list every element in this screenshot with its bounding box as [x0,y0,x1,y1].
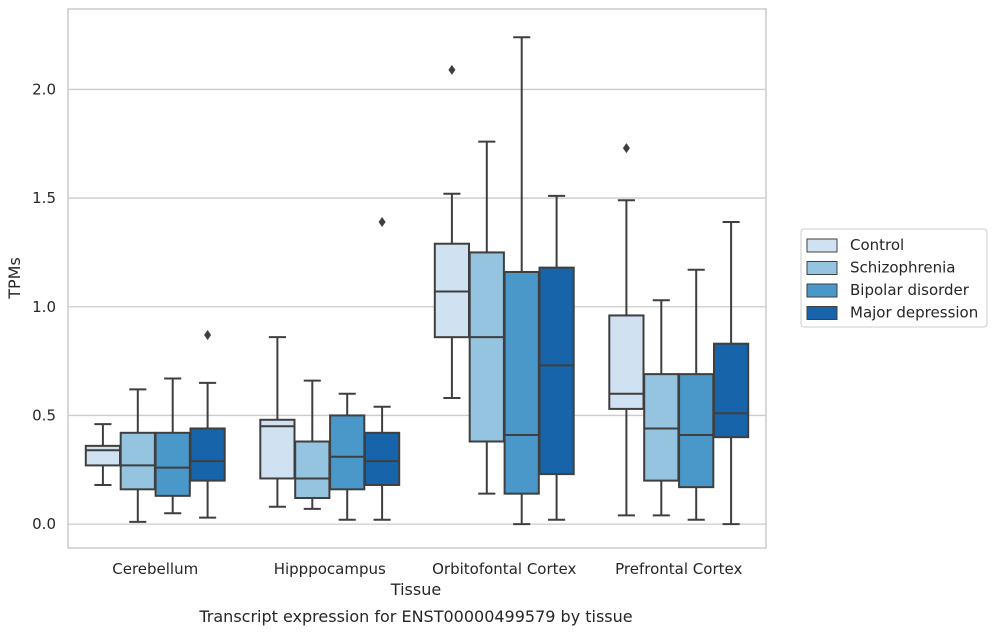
box-body [433,242,471,339]
box-body [503,270,540,495]
x-tick-label: Orbitofontal Cortex [432,560,576,578]
box-body [189,427,226,482]
box-2-0 [433,64,471,400]
box-body [259,418,296,480]
box-3-3 [712,220,750,526]
box-1-3 [363,216,401,521]
legend-label: Schizophrenia [850,259,955,277]
y-tick-label: 0.0 [32,515,56,533]
x-tick-label: Prefrontal Cortex [615,560,742,578]
y-tick-label: 0.5 [32,406,56,424]
box-3-0 [608,143,645,517]
y-tick-labels: 0.0 0.5 1.0 1.5 2.0 [32,80,56,533]
box-1-1 [294,379,331,510]
box-0-0 [84,423,122,486]
box-body [538,266,575,476]
box-body [468,251,505,443]
y-tick-label: 1.0 [32,298,56,316]
box-groups [84,36,750,526]
box-body [119,431,156,491]
box-body [154,431,191,497]
x-axis-title: Tissue [390,580,441,599]
box-body [294,440,331,500]
box-2-3 [538,194,575,521]
box-body [84,444,122,467]
box-0-2 [154,377,191,515]
legend-label: Major depression [850,304,978,322]
x-tick-label: Hipppocampus [274,560,386,578]
plot-frame [67,8,767,549]
outlier-point [378,216,386,227]
outlier-point [622,143,630,154]
box-body [678,373,715,489]
outlier-point [448,64,456,75]
box-2-2 [503,36,540,526]
box-body [363,431,401,486]
legend-frame [800,228,988,328]
y-axis-title: TPMs [5,257,24,300]
legend-swatch [806,306,838,320]
box-3-2 [678,268,715,521]
legend-swatch [806,283,838,298]
y-tick-label: 1.5 [32,189,56,207]
box-1-2 [329,392,366,521]
x-tick-label: Cerebellum [112,560,198,578]
box-3-1 [643,299,680,517]
box-body [643,373,680,482]
legend: Control Schizophrenia Bipolar disorder Majo… [800,228,988,328]
legend-swatch [806,238,838,253]
box-2-1 [468,140,505,495]
box-body [329,414,366,491]
box-1-0 [259,336,296,508]
outlier-point [204,330,212,341]
box-0-3 [189,330,226,519]
legend-label: Control [850,236,904,254]
legend-label: Bipolar disorder [850,281,970,299]
box-body [712,342,750,439]
legend-swatch [806,261,838,275]
chart-caption: Transcript expression for ENST0000049957… [198,607,632,626]
x-tick-labels: Cerebellum Hipppocampus Orbitofontal Corte… [112,560,742,578]
box-body [608,314,645,410]
box-0-1 [119,388,156,523]
y-tick-label: 2.0 [32,80,56,98]
